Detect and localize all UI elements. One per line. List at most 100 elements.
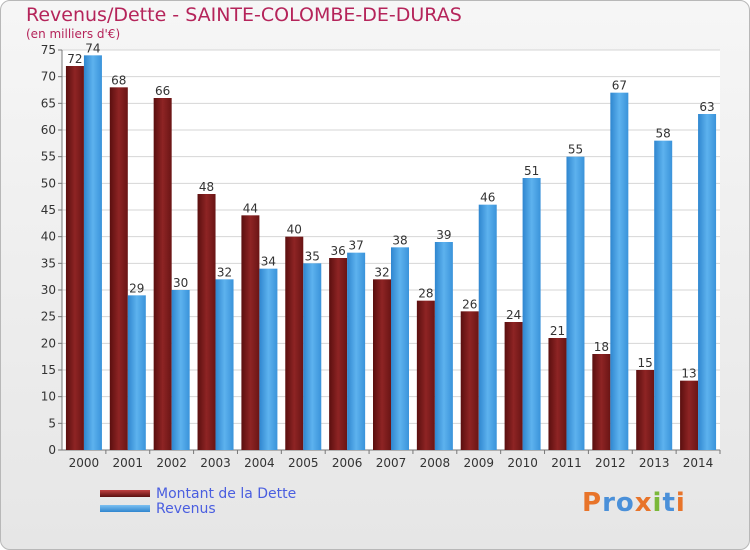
bar-revenus — [171, 290, 190, 450]
bar-chart: 0510152025303540455055606570757274200068… — [41, 41, 721, 470]
bar-revenus — [698, 114, 717, 450]
bar-revenus — [610, 92, 629, 451]
legend-swatch-revenus — [100, 505, 150, 512]
x-tick-label: 2013 — [639, 456, 670, 470]
data-label-dette: 48 — [199, 180, 214, 194]
bar-dette — [197, 194, 216, 450]
data-label-revenus: 55 — [568, 143, 583, 157]
y-tick-label: 25 — [41, 310, 56, 324]
x-tick-label: 2005 — [288, 456, 319, 470]
bar-revenus — [522, 178, 541, 450]
y-tick-label: 50 — [41, 176, 56, 190]
data-label-revenus: 46 — [480, 191, 495, 205]
logo-letter: i — [652, 488, 663, 518]
logo-letter: x — [634, 488, 653, 518]
chart-subtitle: (en milliers d'€) — [26, 27, 121, 41]
data-label-dette: 72 — [67, 52, 82, 66]
data-label-revenus: 63 — [699, 100, 714, 114]
x-tick-label: 2007 — [376, 456, 407, 470]
data-label-dette: 18 — [594, 340, 609, 354]
y-tick-label: 60 — [41, 123, 56, 137]
y-tick-label: 75 — [41, 43, 56, 57]
data-label-dette: 28 — [418, 287, 433, 301]
bar-dette — [636, 370, 655, 450]
legend-label-dette: Montant de la Dette — [156, 486, 297, 502]
bar-dette — [504, 322, 523, 450]
bar-dette — [548, 338, 567, 450]
bar-dette — [460, 311, 479, 450]
legend-swatch-dette — [100, 490, 150, 497]
proxiti-logo: Proxiti — [582, 488, 686, 518]
data-label-dette: 21 — [550, 324, 565, 338]
data-label-dette: 66 — [155, 84, 170, 98]
bar-dette — [416, 300, 435, 450]
y-tick-label: 30 — [41, 283, 56, 297]
bar-revenus — [259, 268, 278, 450]
data-label-revenus: 38 — [392, 233, 407, 247]
chart-title: Revenus/Dette - SAINTE-COLOMBE-DE-DURAS — [26, 4, 462, 26]
y-tick-label: 5 — [48, 416, 56, 430]
data-label-dette: 26 — [462, 297, 477, 311]
logo-letter: r — [602, 488, 616, 518]
x-tick-label: 2003 — [200, 456, 231, 470]
bar-revenus — [434, 242, 453, 450]
bar-revenus — [215, 279, 234, 450]
y-tick-label: 0 — [48, 443, 56, 457]
y-tick-label: 45 — [41, 203, 56, 217]
data-label-dette: 13 — [681, 367, 696, 381]
x-tick-label: 2012 — [595, 456, 626, 470]
data-label-revenus: 35 — [305, 249, 320, 263]
data-label-revenus: 32 — [217, 265, 232, 279]
data-label-dette: 44 — [243, 201, 258, 215]
data-label-revenus: 37 — [348, 239, 363, 253]
y-tick-label: 65 — [41, 96, 56, 110]
x-tick-label: 2010 — [507, 456, 538, 470]
data-label-dette: 40 — [287, 223, 302, 237]
data-label-revenus: 58 — [656, 127, 671, 141]
x-tick-label: 2006 — [332, 456, 363, 470]
data-label-revenus: 67 — [612, 79, 627, 93]
bar-revenus — [391, 247, 409, 450]
data-label-revenus: 30 — [173, 276, 188, 290]
data-label-dette: 32 — [374, 265, 389, 279]
bar-revenus — [83, 55, 102, 450]
y-tick-label: 20 — [41, 336, 56, 350]
bar-revenus — [654, 140, 673, 450]
data-label-revenus: 74 — [85, 41, 100, 55]
legend-label-revenus: Revenus — [156, 501, 216, 517]
data-label-revenus: 51 — [524, 164, 539, 178]
y-tick-label: 40 — [41, 230, 56, 244]
data-label-dette: 36 — [330, 244, 345, 258]
data-label-revenus: 34 — [261, 255, 276, 269]
bar-dette — [329, 258, 348, 450]
x-tick-label: 2009 — [463, 456, 494, 470]
y-tick-label: 10 — [41, 390, 56, 404]
x-tick-label: 2011 — [551, 456, 582, 470]
y-tick-label: 55 — [41, 150, 56, 164]
data-label-revenus: 39 — [436, 228, 451, 242]
bar-revenus — [347, 252, 366, 450]
x-tick-label: 2014 — [683, 456, 714, 470]
data-label-dette: 68 — [111, 73, 126, 87]
y-tick-label: 35 — [41, 256, 56, 270]
logo-letter: o — [615, 488, 635, 518]
bar-revenus — [566, 156, 585, 450]
bar-dette — [65, 66, 84, 450]
bar-dette — [109, 87, 128, 450]
bar-dette — [373, 279, 391, 450]
bar-dette — [241, 215, 260, 450]
x-tick-label: 2004 — [244, 456, 275, 470]
logo-letter: i — [675, 488, 686, 518]
logo-letter: P — [582, 488, 603, 518]
data-label-dette: 24 — [506, 308, 521, 322]
bar-revenus — [127, 295, 146, 450]
data-label-dette: 15 — [638, 356, 653, 370]
data-label-revenus: 29 — [129, 281, 144, 295]
y-tick-label: 15 — [41, 363, 56, 377]
bar-dette — [592, 354, 611, 450]
bar-dette — [153, 98, 172, 450]
bar-revenus — [303, 263, 322, 450]
bar-dette — [680, 380, 699, 450]
x-tick-label: 2002 — [156, 456, 187, 470]
x-tick-label: 2008 — [420, 456, 451, 470]
